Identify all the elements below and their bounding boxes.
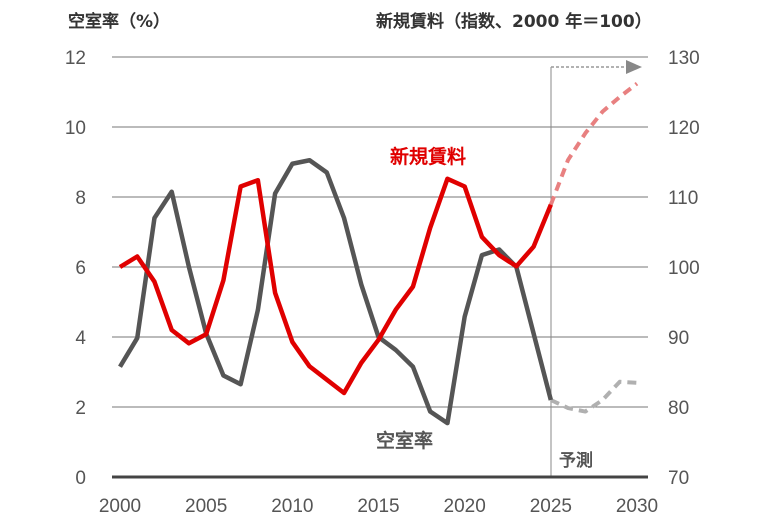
left-tick-label: 0	[75, 468, 86, 489]
gridlines	[112, 56, 648, 408]
right-tick-label: 120	[668, 118, 700, 139]
left-tick-label: 12	[65, 48, 86, 69]
x-tick-label: 2030	[616, 496, 658, 517]
right-tick-label: 100	[668, 258, 700, 279]
x-tick-label: 2010	[271, 496, 313, 517]
forecast-line	[549, 379, 638, 414]
right-tick-label: 130	[668, 48, 700, 69]
x-tick-label: 2000	[99, 496, 141, 517]
series-vacancy	[118, 158, 638, 426]
x-tick-label: 2020	[444, 496, 486, 517]
right-axis-title: 新規賃料（指数、2000 年＝100）	[376, 11, 652, 32]
forecast-label: 予測	[559, 450, 593, 471]
left-tick-label: 10	[65, 118, 86, 139]
left-tick-label: 8	[75, 188, 86, 209]
left-tick-label: 2	[75, 398, 86, 419]
left-tick-label: 4	[75, 328, 86, 349]
forecast-line	[548, 82, 639, 206]
right-tick-label: 80	[668, 398, 689, 419]
left-tick-label: 6	[75, 258, 86, 279]
left-axis-title: 空室率（%）	[68, 11, 170, 32]
series-rent	[118, 82, 639, 396]
x-tick-label: 2015	[357, 496, 399, 517]
right-axis-ticks: 70 80 90 100 110 120 130	[668, 48, 700, 489]
x-tick-label: 2005	[185, 496, 227, 517]
series-label-vacancy: 空室率	[376, 429, 433, 452]
left-axis-ticks: 0 2 4 6 8 10 12	[65, 48, 87, 489]
right-tick-label: 90	[668, 328, 689, 349]
x-tick-label: 2025	[530, 496, 572, 517]
x-axis-ticks: 2000 2005 2010 2015 2020 2025 2030	[99, 496, 658, 517]
forecast-marker: 予測	[550, 60, 642, 477]
actual-line	[118, 176, 553, 396]
actual-line	[118, 158, 554, 426]
right-tick-label: 70	[668, 468, 689, 489]
right-tick-label: 110	[668, 188, 698, 209]
forecast-arrow-head	[626, 60, 642, 74]
series-label-rent: 新規賃料	[390, 145, 466, 168]
